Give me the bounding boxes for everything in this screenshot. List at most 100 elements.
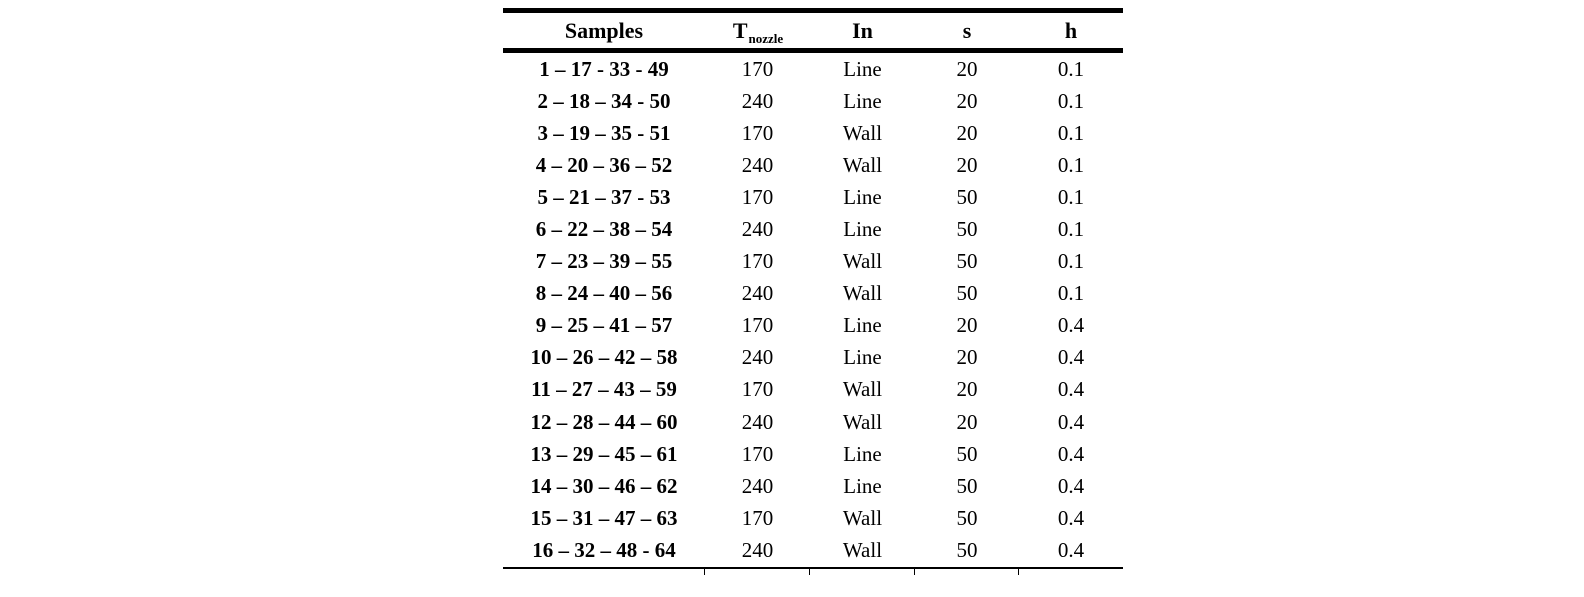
cell-in: Wall — [842, 120, 883, 145]
cell-h: 0.4 — [1057, 441, 1085, 466]
cell-h: 0.4 — [1057, 345, 1085, 370]
cell-in: Wall — [842, 152, 883, 177]
column-divider-tick — [914, 566, 915, 575]
cell-in: Line — [843, 345, 882, 370]
table-row: 1 – 17 - 33 - 49 170 Line 20 0.1 — [503, 53, 1123, 85]
column-divider-tick — [704, 566, 705, 575]
cell-h: 0.1 — [1057, 152, 1085, 177]
cell-h: 0.1 — [1057, 88, 1085, 113]
cell-h: 0.4 — [1057, 473, 1085, 498]
cell-samples: 16 – 32 – 48 - 64 — [532, 537, 676, 562]
cell-s: 20 — [956, 152, 978, 177]
header-t-subscript: nozzle — [748, 30, 784, 46]
cell-h: 0.4 — [1057, 505, 1085, 530]
table-row: 5 – 21 – 37 - 53 170 Line 50 0.1 — [503, 181, 1123, 213]
cell-s: 50 — [956, 217, 978, 242]
cell-s: 20 — [956, 56, 978, 81]
cell-in: Wall — [842, 409, 883, 434]
cell-t-nozzle: 240 — [741, 217, 774, 242]
table-row: 11 – 27 – 43 – 59 170 Wall 20 0.4 — [503, 374, 1123, 406]
table-row: 8 – 24 – 40 – 56 240 Wall 50 0.1 — [503, 278, 1123, 310]
cell-s: 20 — [956, 377, 978, 402]
cell-samples: 9 – 25 – 41 – 57 — [535, 313, 673, 338]
cell-s: 50 — [956, 473, 978, 498]
samples-design-table: Samples Tnozzle In s h 1 – 17 - 33 - 49 … — [503, 8, 1123, 575]
cell-s: 20 — [956, 409, 978, 434]
cell-samples: 5 – 21 – 37 - 53 — [537, 184, 671, 209]
cell-t-nozzle: 170 — [741, 441, 774, 466]
cell-samples: 12 – 28 – 44 – 60 — [530, 409, 678, 434]
cell-h: 0.1 — [1057, 281, 1085, 306]
cell-t-nozzle: 170 — [741, 313, 774, 338]
cell-in: Line — [843, 473, 882, 498]
cell-samples: 10 – 26 – 42 – 58 — [530, 345, 678, 370]
cell-h: 0.4 — [1057, 537, 1085, 562]
cell-samples: 6 – 22 – 38 – 54 — [535, 217, 673, 242]
cell-h: 0.1 — [1057, 120, 1085, 145]
table-row: 2 – 18 – 34 - 50 240 Line 20 0.1 — [503, 85, 1123, 117]
cell-h: 0.1 — [1057, 249, 1085, 274]
cell-h: 0.1 — [1057, 217, 1085, 242]
cell-t-nozzle: 240 — [741, 537, 774, 562]
cell-in: Wall — [842, 281, 883, 306]
table-row: 9 – 25 – 41 – 57 170 Line 20 0.4 — [503, 310, 1123, 342]
cell-t-nozzle: 240 — [741, 345, 774, 370]
cell-t-nozzle: 240 — [741, 473, 774, 498]
table-header-row: Samples Tnozzle In s h — [503, 13, 1123, 53]
cell-in: Wall — [842, 537, 883, 562]
cell-in: Wall — [842, 249, 883, 274]
cell-samples: 1 – 17 - 33 - 49 — [539, 56, 669, 81]
cell-t-nozzle: 170 — [741, 56, 774, 81]
cell-t-nozzle: 240 — [741, 152, 774, 177]
cell-s: 50 — [956, 249, 978, 274]
cell-t-nozzle: 170 — [741, 249, 774, 274]
cell-samples: 13 – 29 – 45 – 61 — [530, 441, 678, 466]
cell-samples: 15 – 31 – 47 – 63 — [530, 505, 678, 530]
cell-t-nozzle: 170 — [741, 120, 774, 145]
header-t-base: T — [732, 17, 748, 43]
cell-in: Line — [843, 441, 882, 466]
cell-s: 50 — [956, 281, 978, 306]
cell-s: 50 — [956, 537, 978, 562]
cell-samples: 4 – 20 – 36 – 52 — [535, 152, 673, 177]
table-row: 14 – 30 – 46 – 62 240 Line 50 0.4 — [503, 470, 1123, 502]
cell-samples: 3 – 19 – 35 - 51 — [537, 120, 671, 145]
cell-in: Wall — [842, 377, 883, 402]
table-row: 3 – 19 – 35 - 51 170 Wall 20 0.1 — [503, 117, 1123, 149]
cell-in: Line — [843, 56, 882, 81]
cell-in: Line — [843, 184, 882, 209]
cell-s: 50 — [956, 505, 978, 530]
cell-h: 0.4 — [1057, 313, 1085, 338]
table-row: 10 – 26 – 42 – 58 240 Line 20 0.4 — [503, 342, 1123, 374]
table-row: 16 – 32 – 48 - 64 240 Wall 50 0.4 — [503, 534, 1123, 566]
header-h: h — [1064, 17, 1078, 43]
cell-samples: 11 – 27 – 43 – 59 — [531, 377, 677, 402]
cell-h: 0.1 — [1057, 56, 1085, 81]
cell-t-nozzle: 170 — [741, 505, 774, 530]
header-in: In — [852, 17, 873, 43]
cell-t-nozzle: 240 — [741, 88, 774, 113]
cell-h: 0.1 — [1057, 184, 1085, 209]
cell-s: 20 — [956, 88, 978, 113]
cell-h: 0.4 — [1057, 409, 1085, 434]
header-samples: Samples — [564, 17, 644, 43]
cell-samples: 2 – 18 – 34 - 50 — [537, 88, 671, 113]
cell-t-nozzle: 170 — [741, 184, 774, 209]
column-divider-tick — [1018, 566, 1019, 575]
cell-in: Line — [843, 313, 882, 338]
table-row: 4 – 20 – 36 – 52 240 Wall 20 0.1 — [503, 149, 1123, 181]
cell-h: 0.4 — [1057, 377, 1085, 402]
cell-samples: 7 – 23 – 39 – 55 — [535, 249, 673, 274]
cell-in: Line — [843, 217, 882, 242]
cell-s: 50 — [956, 441, 978, 466]
column-divider-tick — [809, 566, 810, 575]
table-row: 15 – 31 – 47 – 63 170 Wall 50 0.4 — [503, 502, 1123, 534]
cell-t-nozzle: 240 — [741, 281, 774, 306]
table-row: 6 – 22 – 38 – 54 240 Line 50 0.1 — [503, 213, 1123, 245]
header-s: s — [962, 17, 972, 43]
cell-s: 20 — [956, 120, 978, 145]
cell-samples: 14 – 30 – 46 – 62 — [530, 473, 678, 498]
header-t-nozzle: Tnozzle — [705, 17, 810, 45]
cell-s: 50 — [956, 184, 978, 209]
